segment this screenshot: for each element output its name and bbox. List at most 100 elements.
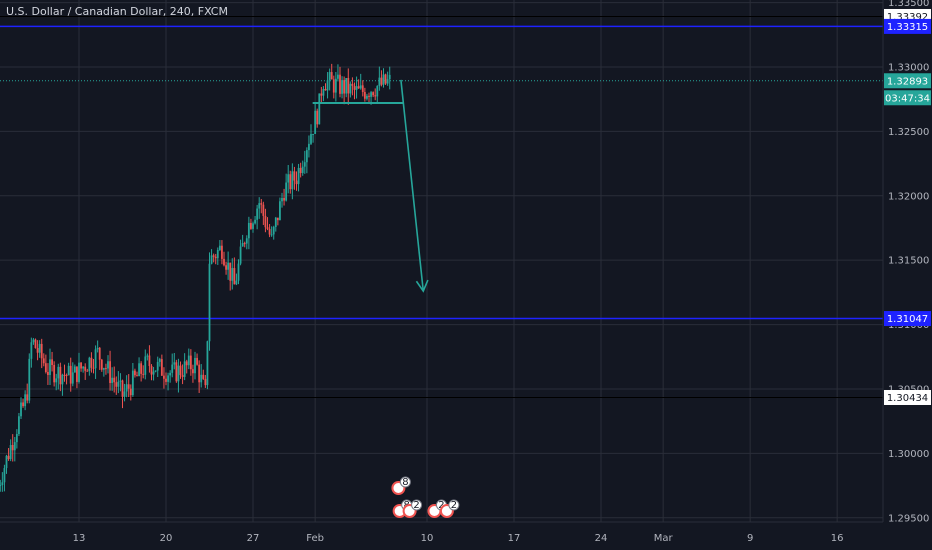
- candle-body: [274, 217, 277, 227]
- candle-body: [212, 255, 215, 257]
- candle-body: [94, 349, 97, 369]
- candle-body: [61, 374, 64, 385]
- candle-body: [227, 262, 230, 270]
- candle-body: [158, 359, 161, 362]
- candle-body: [102, 368, 105, 370]
- y-tick-label: 1.31500: [888, 256, 929, 267]
- candle-body: [301, 166, 304, 174]
- x-tick-label: Feb: [306, 533, 324, 544]
- candle-body: [202, 374, 205, 379]
- candle-body: [156, 361, 159, 371]
- candle-body: [223, 258, 225, 266]
- candle-body: [171, 364, 174, 373]
- candle-body: [363, 92, 366, 99]
- candle-body: [57, 366, 60, 379]
- time-axis[interactable]: [0, 522, 932, 550]
- candle-body: [366, 95, 368, 99]
- candle-body: [339, 74, 341, 94]
- candle-body: [349, 83, 352, 94]
- candle-body: [260, 203, 263, 205]
- blue-line-price-tag: [884, 311, 931, 327]
- arrow-head[interactable]: [415, 279, 429, 293]
- candle-body: [129, 388, 132, 396]
- candle-body: [359, 85, 362, 89]
- candle-body: [196, 357, 198, 365]
- candle-body: [127, 384, 130, 389]
- y-tick-label: 1.30000: [888, 449, 929, 460]
- y-tick-label: 1.32500: [888, 127, 929, 138]
- candle-body: [384, 74, 387, 84]
- candle-body: [82, 366, 85, 369]
- candle-body: [198, 364, 201, 383]
- candle-body: [210, 255, 213, 264]
- candle-body: [169, 372, 172, 376]
- candle-body: [67, 365, 70, 376]
- blue-line-price-tag: [884, 18, 931, 34]
- candle-body: [88, 357, 91, 372]
- candle-body: [9, 444, 12, 460]
- black-line-price-tag-label: 1.30434: [887, 393, 928, 404]
- candle-body: [343, 80, 346, 94]
- candle-body: [299, 167, 302, 174]
- candle-body: [337, 74, 339, 79]
- candle-body: [305, 150, 308, 163]
- drawings[interactable]: [312, 79, 429, 293]
- candle-body: [200, 374, 203, 383]
- candle-body: [187, 355, 190, 366]
- candle-body: [185, 361, 188, 366]
- candle-body: [140, 363, 143, 374]
- x-tick-label: 13: [73, 533, 86, 544]
- candle-body: [218, 245, 221, 250]
- candle-body: [386, 79, 389, 84]
- candle-body: [308, 143, 310, 151]
- horizontal-lines[interactable]: [0, 15, 883, 398]
- candle-body: [368, 95, 370, 97]
- candle-body: [40, 343, 43, 359]
- event-markers[interactable]: 88222: [391, 476, 460, 518]
- candle-body: [357, 86, 360, 89]
- x-tick-label: 20: [160, 533, 173, 544]
- x-tick-label: 16: [831, 533, 844, 544]
- candle-body: [47, 371, 49, 375]
- candle-body: [90, 357, 93, 368]
- candle-body: [388, 74, 391, 80]
- candle-body: [144, 356, 147, 375]
- candle-body: [239, 246, 242, 264]
- candle-body: [370, 92, 372, 97]
- candle-body: [150, 366, 153, 375]
- candle-body: [268, 228, 271, 235]
- candle-body: [206, 341, 209, 386]
- candle-body: [281, 198, 283, 202]
- candle-body: [254, 219, 256, 224]
- candle-body: [241, 243, 244, 247]
- candle-body: [119, 380, 122, 382]
- candle-body: [11, 444, 14, 451]
- candle-body: [214, 256, 217, 259]
- candle-body: [152, 371, 155, 375]
- candle-body: [312, 133, 314, 135]
- candle-body: [32, 339, 35, 343]
- candle-body: [42, 358, 45, 364]
- candle-body: [276, 217, 279, 221]
- candle-body: [131, 370, 134, 396]
- candle-body: [374, 95, 377, 97]
- candle-body: [100, 359, 103, 370]
- candle-body: [229, 262, 232, 281]
- blue-line-price-tag-label: 1.31047: [887, 314, 928, 325]
- candle-body: [355, 86, 358, 90]
- candle-body: [49, 359, 51, 375]
- candle-body: [262, 204, 265, 216]
- candle-body: [272, 226, 275, 235]
- candle-body: [250, 222, 252, 229]
- candle-body: [28, 358, 31, 401]
- arrow-shaft[interactable]: [400, 79, 425, 292]
- bar-countdown-tag: [884, 90, 931, 106]
- candle-body: [324, 88, 327, 91]
- candle-body: [0, 484, 2, 486]
- candle-body: [283, 198, 285, 201]
- candle-body: [142, 373, 145, 375]
- event-count-badge: [399, 476, 411, 488]
- candle-body: [361, 85, 364, 93]
